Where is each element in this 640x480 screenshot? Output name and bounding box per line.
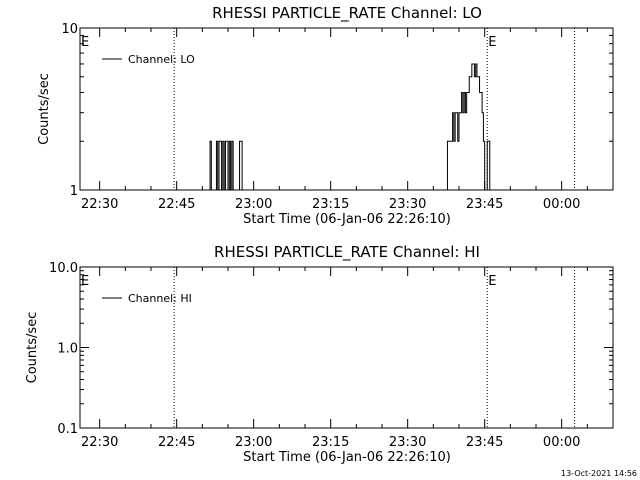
legend-entry: Channel: LO xyxy=(128,53,195,66)
x-tick-label: 23:00 xyxy=(235,197,272,212)
x-tick-label: 00:00 xyxy=(543,435,580,450)
x-axis-label: Start Time (06-Jan-06 22:26:10) xyxy=(243,212,451,227)
y-tick-label: 10.0 xyxy=(49,261,78,276)
event-label: E xyxy=(81,274,89,289)
y-tick-label: 0.1 xyxy=(57,422,78,437)
event-label: E xyxy=(488,274,496,289)
x-tick-label: 22:45 xyxy=(158,197,195,212)
y-tick-label: 1.0 xyxy=(57,342,78,357)
chart-title: RHESSI PARTICLE_RATE Channel: LO xyxy=(212,4,482,23)
x-tick-label: 22:30 xyxy=(81,435,118,450)
x-tick-label: 23:45 xyxy=(466,435,503,450)
x-tick-label: 23:45 xyxy=(466,197,503,212)
x-tick-label: 23:00 xyxy=(235,435,272,450)
y-axis-label: Counts/sec xyxy=(37,73,52,145)
y-axis-label: Counts/sec xyxy=(25,312,40,384)
chart-panel-hi: RHESSI PARTICLE_RATE Channel: HI 22:30 22:… xyxy=(25,243,614,465)
x-tick-label: 22:45 xyxy=(158,435,195,450)
chart-panel-lo: RHESSI PARTICLE_RATE Channel: LO 22:30 22:… xyxy=(37,4,614,227)
x-tick-label: 23:15 xyxy=(312,435,349,450)
x-axis-label: Start Time (06-Jan-06 22:26:10) xyxy=(243,450,451,465)
event-label: E xyxy=(81,35,89,50)
x-tick-label: 23:30 xyxy=(389,435,426,450)
x-tick-label: 23:15 xyxy=(312,197,349,212)
y-tick-label: 10 xyxy=(61,22,78,37)
x-tick-label: 00:00 xyxy=(543,197,580,212)
chart-title: RHESSI PARTICLE_RATE Channel: HI xyxy=(214,243,480,262)
series-line xyxy=(207,63,494,191)
event-label: E xyxy=(488,35,496,50)
footer-timestamp: 13-Oct-2021 14:56 xyxy=(561,469,637,478)
x-tick-label: 23:30 xyxy=(389,197,426,212)
x-tick-label: 22:30 xyxy=(81,197,118,212)
y-tick-label: 1 xyxy=(70,184,78,199)
legend-entry: Channel: HI xyxy=(128,292,192,305)
